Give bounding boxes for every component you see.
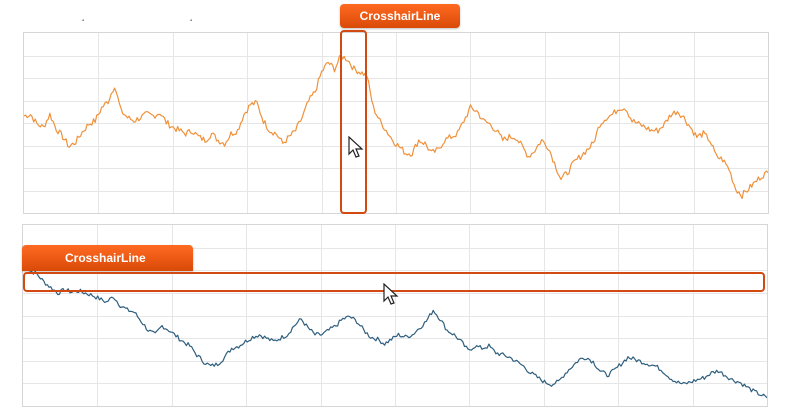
vertical-crosshair-highlight [340, 30, 367, 214]
top-chart-panel[interactable] [23, 32, 769, 214]
horizontal-crosshair-highlight [23, 272, 765, 292]
series-line [23, 264, 767, 399]
pointer-cursor-icon [348, 136, 364, 158]
bottom-chart-panel[interactable] [22, 224, 768, 407]
top-chart-svg [24, 33, 768, 213]
pointer-cursor-icon [383, 283, 399, 305]
crosshair-line-label-bottom: CrosshairLine [22, 245, 193, 271]
series-line [24, 54, 768, 200]
crosshair-line-label-top: CrosshairLine [340, 4, 460, 28]
axis-tick-mark: ▪ [190, 18, 193, 24]
axis-tick-mark: ▪ [82, 18, 85, 24]
